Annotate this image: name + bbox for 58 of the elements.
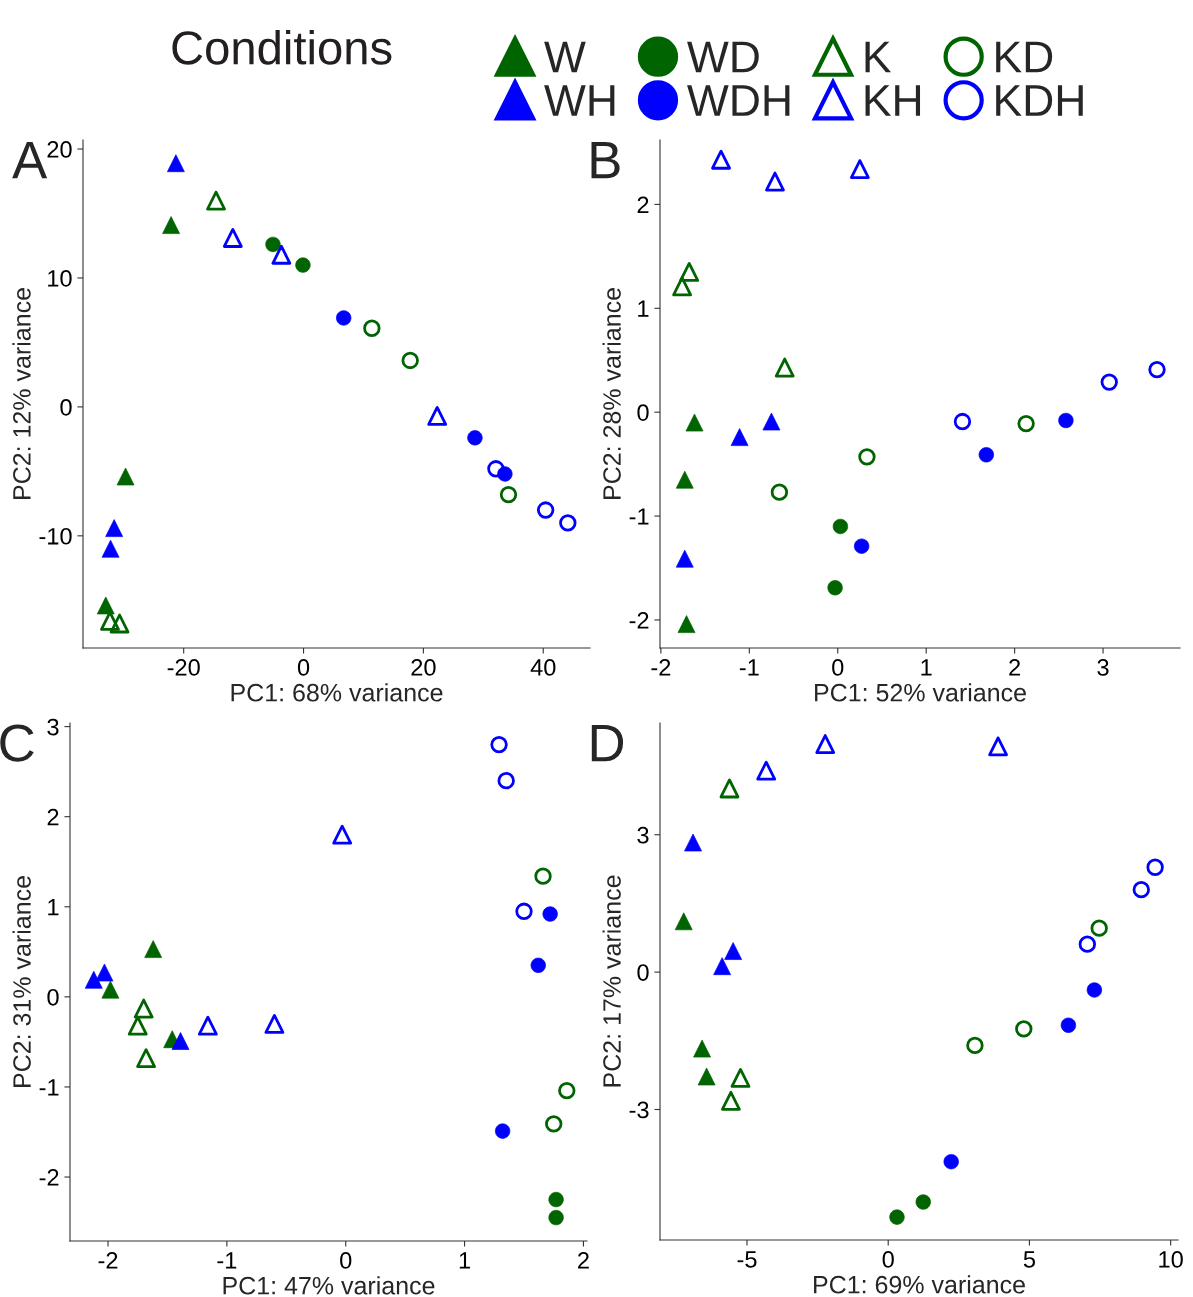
x-tick-label: 1 (459, 1252, 470, 1269)
y-tick-label: 10 (48, 270, 72, 287)
chart-title: D (591, 724, 624, 762)
x-tick-label: -1 (739, 659, 759, 676)
y-tick-label: 3 (47, 718, 59, 736)
y-axis-title: PC2: 28% variance (602, 288, 621, 499)
x-axis-title: PC1: 47% variance (223, 1276, 435, 1295)
y-tick-label: -10 (39, 527, 72, 545)
x-tick-label: 0 (297, 659, 310, 676)
y-tick-label: 0 (60, 398, 72, 416)
y-tick-label: 1 (638, 300, 649, 317)
y-tick-label: -3 (629, 1101, 649, 1119)
x-tick-label: 2 (1009, 659, 1021, 676)
legend-label: WD (687, 41, 759, 73)
x-tick-label: -20 (167, 659, 200, 676)
chart-title: C (0, 724, 34, 762)
x-tick-label: -2 (98, 1252, 118, 1269)
legend-label: WDH (687, 85, 790, 116)
y-tick-label: 3 (637, 826, 649, 844)
y-tick-label: -2 (39, 1169, 59, 1186)
legend-label: KD (996, 41, 1053, 73)
legend-title: Conditions (172, 29, 392, 65)
y-axis-title: PC2: 31% variance (12, 876, 31, 1087)
y-tick-label: 1 (48, 899, 59, 916)
x-axis-title: PC1: 52% variance (815, 683, 1026, 702)
y-tick-label: -1 (629, 508, 649, 525)
y-tick-label: 0 (637, 964, 649, 981)
legend-label: W (544, 41, 586, 73)
x-tick-label: 5 (1023, 1251, 1036, 1268)
x-tick-label: 0 (882, 1251, 894, 1268)
chart-title: A (12, 141, 48, 179)
x-axis-title: PC1: 69% variance (814, 1275, 1025, 1294)
legend-label: WH (544, 85, 615, 116)
y-tick-label: -2 (629, 612, 649, 629)
legend-label: K (865, 41, 892, 73)
y-tick-label: 2 (637, 196, 649, 213)
x-tick-label: 0 (340, 1252, 352, 1269)
y-tick-label: 20 (47, 141, 72, 158)
x-tick-label: -1 (217, 1252, 237, 1269)
x-tick-label: 20 (411, 659, 436, 676)
y-tick-label: -1 (39, 1079, 59, 1096)
x-tick-label: 10 (1159, 1251, 1183, 1268)
y-tick-label: 0 (637, 404, 649, 421)
y-axis-title: PC2: 17% variance (602, 875, 621, 1087)
x-tick-label: 3 (1097, 659, 1109, 676)
x-tick-label: 0 (832, 659, 844, 676)
y-axis-title: PC2: 12% variance (12, 288, 31, 499)
x-tick-label: -5 (737, 1251, 757, 1268)
x-tick-label: -2 (651, 659, 671, 676)
y-tick-label: 0 (47, 988, 59, 1006)
x-axis-title: PC1: 68% variance (231, 683, 443, 702)
x-tick-label: 2 (578, 1252, 589, 1269)
legend-label: KH (865, 85, 921, 116)
x-tick-label: 1 (921, 659, 932, 676)
chart-title: B (591, 141, 620, 179)
y-tick-label: 2 (47, 808, 59, 826)
x-tick-label: 40 (530, 659, 556, 676)
legend-label: KDH (996, 85, 1083, 116)
